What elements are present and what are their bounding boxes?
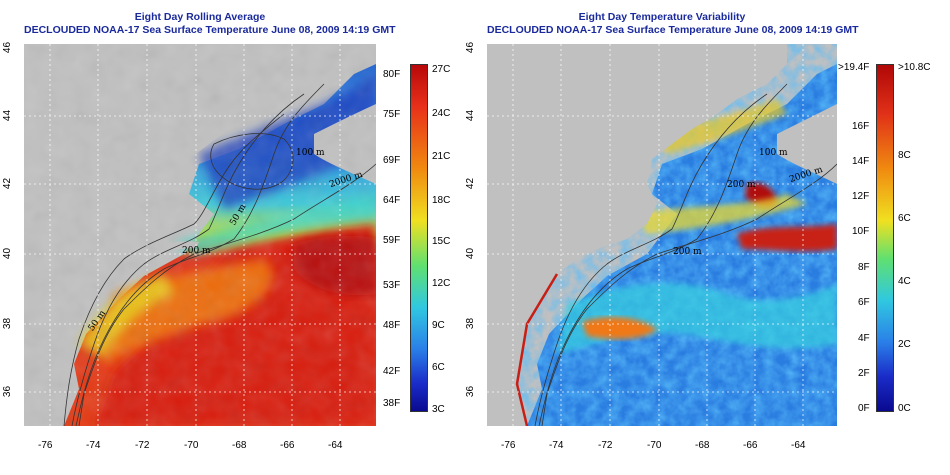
left-cb-c-2: 21C [432, 151, 451, 162]
right-lat-44: 44 [465, 109, 477, 122]
left-lat-42: 42 [2, 177, 14, 190]
left-cb-c-0: 27C [432, 64, 451, 75]
left-title: Eight Day Rolling Average DECLOUDED NOAA… [24, 11, 396, 37]
right-cb-c-5: 0C [898, 403, 911, 414]
right-coast-red-edge [515, 273, 559, 426]
right-title-line2: DECLOUDED NOAA-17 Sea Surface Temperatur… [487, 24, 859, 36]
right-title: Eight Day Temperature Variability DECLOU… [487, 11, 859, 37]
right-cb-f-6: 6F [858, 297, 870, 308]
left-lon-66: -66 [280, 440, 295, 451]
right-colorbar [876, 64, 894, 412]
right-land-us [487, 44, 787, 426]
right-contour-200 [538, 83, 788, 426]
left-contour-200 [75, 83, 325, 426]
left-title-line2: DECLOUDED NOAA-17 Sea Surface Temperatur… [24, 24, 396, 36]
left-cb-c-6: 9C [432, 320, 445, 331]
left-contour-100 [71, 93, 305, 426]
right-contour-label-200: 200 m [673, 247, 702, 257]
left-lon-72: -72 [135, 440, 150, 451]
right-cb-f-9: 0F [858, 403, 870, 414]
left-cb-f-5: 53F [383, 280, 401, 291]
right-cb-c-4: 2C [898, 339, 911, 350]
right-red-front [737, 224, 837, 252]
right-cb-f-1: 16F [852, 121, 870, 132]
left-sst-map: 2000 m 200 m 50 m 100 m 50 m [24, 44, 376, 426]
right-graticule [487, 44, 837, 426]
right-land-nova-scotia [777, 104, 837, 184]
left-cb-c-4: 15C [432, 236, 451, 247]
right-variability-map: 2000 m 200 m 100 m 200 m [487, 44, 837, 426]
right-contour-100 [534, 93, 768, 426]
right-cb-c-0: >10.8C [898, 62, 931, 73]
left-lat-36: 36 [2, 385, 14, 398]
left-cb-c-3: 18C [432, 195, 451, 206]
right-yellow-band [637, 194, 807, 234]
right-lon-74: -74 [549, 440, 564, 451]
left-contour-50 [63, 113, 285, 426]
left-lon-64: -64 [328, 440, 343, 451]
right-cb-f-4: 10F [852, 226, 870, 237]
right-lon-70: -70 [647, 440, 662, 451]
right-lon-68: -68 [695, 440, 710, 451]
left-cb-c-8: 3C [432, 404, 445, 415]
right-cb-f-8: 2F [858, 368, 870, 379]
left-cb-f-2: 69F [383, 155, 401, 166]
right-contour-label-100: 100 m [759, 148, 788, 158]
right-cb-f-0: >19.4F [838, 62, 870, 73]
left-cb-f-8: 38F [383, 398, 401, 409]
left-cb-f-6: 48F [383, 320, 401, 331]
right-lat-42: 42 [465, 177, 477, 190]
right-lon-64: -64 [791, 440, 806, 451]
left-lat-44: 44 [2, 109, 14, 122]
left-colorbar [410, 64, 428, 412]
right-lon-66: -66 [743, 440, 758, 451]
right-lon-72: -72 [598, 440, 613, 451]
right-cb-c-1: 8C [898, 150, 911, 161]
left-lon-68: -68 [232, 440, 247, 451]
left-lon-76: -76 [38, 440, 53, 451]
left-title-line1: Eight Day Rolling Average [134, 11, 266, 23]
left-lat-46: 46 [2, 41, 14, 54]
right-cb-f-7: 4F [858, 333, 870, 344]
left-cb-f-0: 80F [383, 69, 401, 80]
left-cb-c-7: 6C [432, 362, 445, 373]
left-cb-f-1: 75F [383, 109, 401, 120]
right-contour-label-200b: 200 m [727, 180, 756, 190]
left-lon-70: -70 [184, 440, 199, 451]
left-cb-f-7: 42F [383, 366, 401, 377]
left-graticule [24, 44, 376, 426]
left-lat-40: 40 [2, 247, 14, 260]
left-lon-74: -74 [86, 440, 101, 451]
left-cb-c-1: 24C [432, 108, 451, 119]
right-lon-76: -76 [501, 440, 516, 451]
left-lat-38: 38 [2, 317, 14, 330]
left-map-svg [24, 44, 376, 426]
right-lat-38: 38 [465, 317, 477, 330]
right-orange-eddy [582, 317, 657, 340]
right-lat-36: 36 [465, 385, 477, 398]
right-lat-46: 46 [465, 41, 477, 54]
right-cb-c-2: 6C [898, 213, 911, 224]
right-lat-40: 40 [465, 247, 477, 260]
left-cb-f-4: 59F [383, 235, 401, 246]
right-yellow-coast [657, 99, 787, 154]
right-map-svg [487, 44, 837, 426]
left-contour-label-100: 100 m [296, 148, 325, 158]
left-contour-label-200: 200 m [182, 246, 211, 256]
right-cb-f-2: 14F [852, 156, 870, 167]
left-cb-c-5: 12C [432, 278, 451, 289]
left-cb-f-3: 64F [383, 195, 401, 206]
right-cb-f-3: 12F [852, 191, 870, 202]
right-cb-c-3: 4C [898, 276, 911, 287]
right-title-line1: Eight Day Temperature Variability [578, 11, 746, 23]
right-cb-f-5: 8F [858, 262, 870, 273]
